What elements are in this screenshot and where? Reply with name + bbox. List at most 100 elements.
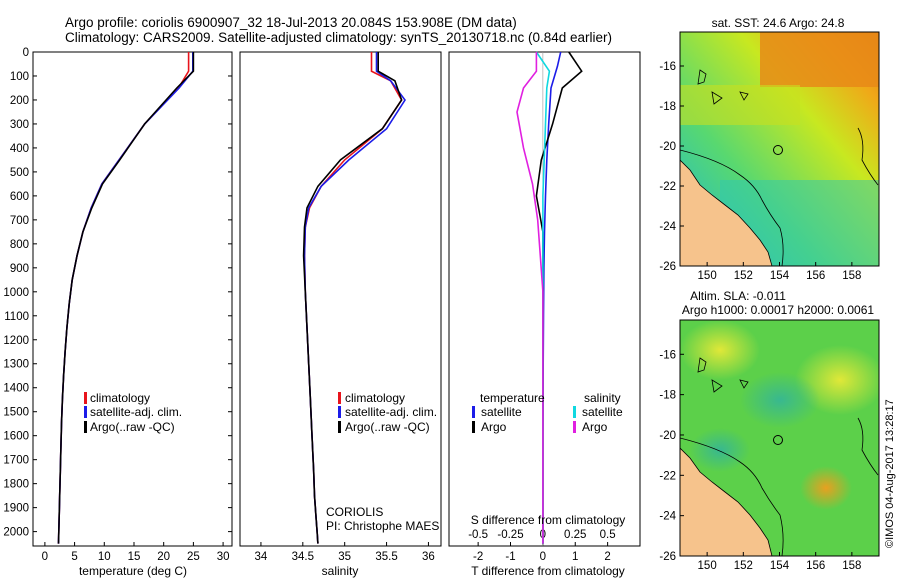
x-tick-label: 20 <box>157 551 170 563</box>
figure-title-line1: Argo profile: coriolis 6900907_32 18-Jul… <box>65 15 517 30</box>
salinity-panel-frame <box>239 51 442 547</box>
series-line <box>516 52 544 544</box>
legend-label-climatology: climatology <box>90 391 150 405</box>
reef-contour <box>680 437 784 556</box>
lon-tick-label: 156 <box>806 560 825 572</box>
x-tick-label: 1 <box>572 551 578 563</box>
x-tick-label: 25 <box>187 551 200 563</box>
reef-contour <box>680 149 784 266</box>
legend-label-satellite: satellite-adj. clim. <box>90 405 182 419</box>
x-tick-label: 34 <box>255 551 268 563</box>
sst-warm-patch <box>760 32 879 87</box>
x-tick-label: 35.5 <box>375 551 397 563</box>
lat-tick-label: -18 <box>659 101 676 113</box>
x-tick-label: 15 <box>128 551 141 563</box>
sst-map-title: sat. SST: 24.6 Argo: 24.8 <box>712 16 845 30</box>
sla-map <box>680 320 879 556</box>
depth-tick-label: 600 <box>10 191 29 203</box>
depth-axis: 0 100 200 300 400 500 600 700 800 900 1000 1100 1200… <box>3 47 232 539</box>
sla-warm-blob <box>800 466 852 510</box>
legend-swatch-climatology <box>84 392 87 404</box>
float-position-marker <box>773 435 783 445</box>
difference-top-label: S difference from climatology <box>471 513 626 527</box>
legend-label-t-argo: Argo <box>481 420 507 434</box>
figure-title-line2: Climatology: CARS2009. Satellite-adjuste… <box>65 30 612 45</box>
legend-label-s-argo: Argo <box>582 420 608 434</box>
sla-map-title-2: Argo h1000: 0.00017 h2000: 0.0061 <box>682 303 874 317</box>
reef-contour-east <box>857 127 879 186</box>
lon-tick-label: 152 <box>734 270 753 282</box>
lon-tick-label: 150 <box>698 270 717 282</box>
legend-swatch-satellite <box>338 406 341 418</box>
legend-label-argo: Argo(..raw -QC) <box>90 420 175 434</box>
difference-xlabel: T difference from climatology <box>471 564 625 578</box>
imos-stamp: ©IMOS 04-Aug-2017 13:28:17 <box>884 399 896 548</box>
depth-tick-label: 1200 <box>3 335 29 347</box>
land-mass <box>680 447 773 556</box>
lon-tick-label: 158 <box>842 560 861 572</box>
depth-tick-label: 1800 <box>3 479 29 491</box>
temperature-xlabel: temperature (deg C) <box>79 564 187 578</box>
lat-tick-label: -22 <box>659 470 676 482</box>
lat-tick-label: -26 <box>659 261 676 273</box>
land-mass <box>680 159 773 266</box>
depth-tick-label: 400 <box>10 143 29 155</box>
sst-map <box>680 32 879 266</box>
legend-label-t-satellite: satellite <box>481 405 522 419</box>
legend-swatch-argo <box>338 421 341 433</box>
depth-tick-label: 1100 <box>4 311 29 323</box>
depth-tick-label: 1500 <box>3 407 29 419</box>
legend-label-climatology: climatology <box>345 391 405 405</box>
x-top-tick-label: -0.25 <box>497 529 523 541</box>
series-line <box>57 52 195 544</box>
depth-tick-label: 100 <box>10 71 29 83</box>
pi-annotation: PI: Christophe MAES <box>326 519 439 533</box>
coriolis-annotation: CORIOLIS <box>326 505 383 519</box>
lat-tick-label: -16 <box>659 349 676 361</box>
lat-tick-label: -20 <box>659 141 676 153</box>
lon-tick-label: 156 <box>806 270 825 282</box>
legend-label-argo: Argo(..raw -QC) <box>345 420 430 434</box>
lat-tick-label: -22 <box>659 181 676 193</box>
lon-tick-label: 154 <box>770 560 790 572</box>
x-top-tick-label: 0.5 <box>600 529 616 541</box>
salinity-xlabel: salinity <box>322 564 359 578</box>
x-tick-label: 0 <box>42 551 48 563</box>
legend-swatch-t-satellite <box>472 406 475 418</box>
sla-teal-blob <box>740 372 820 428</box>
sla-map-title-1: Altim. SLA: -0.011 <box>690 289 786 303</box>
salinity-legend: climatology satellite-adj. clim. Argo(..… <box>338 391 437 434</box>
island-contour <box>697 69 749 105</box>
temperature-plot: 0 5 10 15 20 25 30 <box>42 52 230 563</box>
x-tick-label: 34.5 <box>292 551 314 563</box>
x-tick-label: 0 <box>540 551 546 563</box>
lat-tick-label: -24 <box>659 221 676 233</box>
depth-tick-label: 2000 <box>3 527 29 539</box>
legend-swatch-s-argo <box>573 421 576 433</box>
depth-tick-label: 1900 <box>3 503 29 515</box>
x-tick-label: 10 <box>98 551 111 563</box>
lon-tick-label: 150 <box>698 560 717 572</box>
lat-tick-label: -20 <box>659 430 676 442</box>
depth-tick-label: 800 <box>10 239 29 251</box>
series-line <box>303 52 406 544</box>
lon-tick-label: 158 <box>842 270 861 282</box>
depth-tick-label: 900 <box>10 263 29 275</box>
sla-yellow-blob <box>680 320 760 380</box>
map-axes: 150 152 154 156 158 -16 -18 -20 -22 -24 -26 150 152 1… <box>659 61 861 572</box>
depth-tick-label: 500 <box>10 167 29 179</box>
x-tick-label: 30 <box>217 551 230 563</box>
depth-tick-label: 1700 <box>3 455 29 467</box>
float-position-marker <box>773 145 783 155</box>
depth-tick-label: 0 <box>23 47 29 59</box>
legend-swatch-s-satellite <box>573 406 576 418</box>
legend-swatch-climatology <box>338 392 341 404</box>
temperature-panel-frame <box>32 51 233 547</box>
depth-tick-label: 1000 <box>3 287 29 299</box>
legend-label-satellite: satellite-adj. clim. <box>345 405 437 419</box>
temperature-legend: climatology satellite-adj. clim. Argo(..… <box>84 391 182 434</box>
legend-title-temperature: temperature <box>480 391 545 405</box>
x-tick-label: -1 <box>505 551 515 563</box>
difference-panel-frame <box>448 51 641 547</box>
